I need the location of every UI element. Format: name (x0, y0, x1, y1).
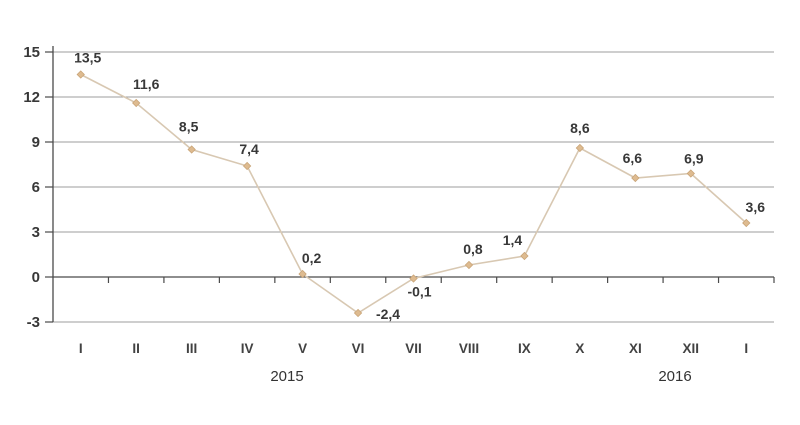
data-point-label: -2,4 (376, 306, 400, 322)
y-tick-label: 9 (32, 134, 40, 151)
data-point-label: 6,6 (623, 150, 643, 166)
x-tick-label: IV (241, 341, 254, 356)
data-point-label: 13,5 (74, 50, 101, 66)
data-point-marker (631, 173, 640, 183)
data-point-marker (242, 161, 252, 171)
data-point-label: 1,4 (503, 232, 523, 248)
x-tick-label: II (132, 341, 140, 356)
data-point-marker (353, 308, 363, 318)
data-point-label: 0,8 (463, 241, 483, 257)
data-point-label: -0,1 (407, 284, 431, 300)
year-label: 2016 (658, 368, 691, 385)
year-label: 2015 (270, 368, 303, 385)
data-point-marker (686, 169, 695, 178)
x-tick-label: XII (683, 341, 700, 356)
data-point-label: 0,2 (302, 250, 322, 266)
data-point-marker (742, 218, 751, 228)
data-point-label: 8,5 (179, 119, 199, 135)
x-tick-label: XI (629, 341, 642, 356)
x-tick-label: IX (518, 341, 531, 356)
data-point-label: 3,6 (746, 199, 766, 215)
y-tick-label: -3 (27, 314, 40, 331)
x-tick-label: VII (405, 341, 422, 356)
data-point-marker (409, 274, 418, 283)
y-tick-label: 12 (23, 89, 40, 106)
data-point-marker (76, 70, 85, 79)
data-point-label: 8,6 (570, 120, 590, 136)
x-tick-label: I (744, 341, 748, 356)
data-point-label: 6,9 (684, 151, 704, 167)
y-tick-label: 15 (23, 44, 40, 61)
data-point-marker (132, 98, 141, 108)
y-tick-label: 6 (32, 179, 40, 196)
y-tick-label: 0 (32, 269, 40, 286)
data-point-label: 11,6 (133, 76, 160, 92)
x-tick-label: VI (352, 341, 365, 356)
x-tick-label: I (79, 341, 83, 356)
x-tick-label: V (298, 341, 307, 356)
x-tick-label: VIII (459, 341, 479, 356)
y-tick-label: 3 (32, 224, 40, 241)
data-point-label: 7,4 (239, 141, 259, 157)
x-tick-label: X (575, 341, 584, 356)
x-tick-label: III (186, 341, 197, 356)
data-point-marker (464, 260, 474, 270)
data-point-marker (520, 251, 529, 261)
data-point-marker (187, 145, 196, 154)
data-point-marker (298, 269, 307, 279)
data-point-marker (575, 143, 585, 153)
